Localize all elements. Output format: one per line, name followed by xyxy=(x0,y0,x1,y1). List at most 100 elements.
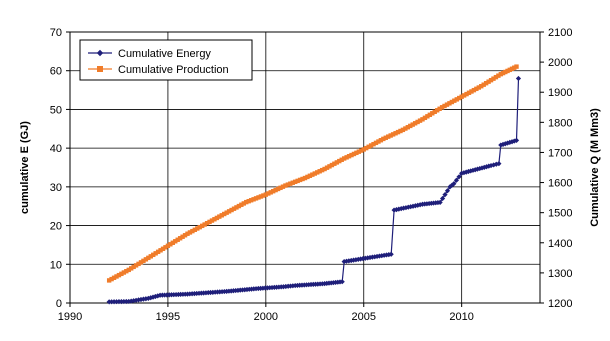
y-right-tick-label: 1500 xyxy=(548,208,572,220)
energy-point xyxy=(447,184,453,190)
production-point xyxy=(408,123,413,129)
legend-label-production: Cumulative Production xyxy=(118,64,229,76)
y-right-tick-label: 1900 xyxy=(548,87,572,99)
production-point xyxy=(307,173,313,178)
production-point xyxy=(310,172,315,177)
production-point xyxy=(319,167,325,173)
energy-point xyxy=(140,296,147,302)
production-point xyxy=(412,121,418,126)
production-point xyxy=(153,251,158,256)
production-point xyxy=(141,258,146,264)
production-point xyxy=(236,203,242,209)
production-point xyxy=(275,186,281,192)
production-point xyxy=(158,248,163,253)
production-point xyxy=(170,240,176,245)
production-point xyxy=(202,222,207,227)
production-point xyxy=(151,252,156,258)
energy-point xyxy=(353,257,359,263)
energy-point xyxy=(461,170,467,176)
production-point xyxy=(449,99,455,105)
y-left-tick-label: 50 xyxy=(50,104,62,116)
production-point xyxy=(376,139,381,144)
production-point xyxy=(270,189,276,194)
production-point xyxy=(217,214,222,219)
production-point xyxy=(393,131,398,136)
production-point xyxy=(447,101,452,106)
production-point xyxy=(182,233,188,238)
production-point xyxy=(354,150,359,156)
energy-point xyxy=(513,137,520,143)
production-point xyxy=(219,213,224,218)
energy-point xyxy=(391,207,397,213)
production-point xyxy=(512,65,517,70)
production-point xyxy=(442,103,447,109)
production-point xyxy=(437,106,442,111)
energy-point xyxy=(396,206,402,212)
production-point xyxy=(317,169,322,174)
y-right-tick-label: 1200 xyxy=(548,298,572,310)
production-point xyxy=(109,276,114,282)
x-tick-label: 2000 xyxy=(254,311,278,323)
legend-marker-production xyxy=(97,66,103,72)
production-point xyxy=(266,191,271,196)
y-axis-right-title: Cumulative Q (M Mm3) xyxy=(589,108,601,227)
production-point xyxy=(410,122,415,127)
production-point xyxy=(177,236,183,241)
production-point xyxy=(469,89,474,94)
production-point xyxy=(224,210,229,215)
production-point xyxy=(226,209,232,214)
production-point xyxy=(346,154,352,159)
production-point xyxy=(498,71,504,77)
energy-point xyxy=(133,297,139,303)
production-point xyxy=(280,184,286,189)
production-point xyxy=(486,79,491,84)
production-point xyxy=(366,144,371,149)
production-point xyxy=(121,270,127,275)
production-point xyxy=(263,192,269,197)
energy-point xyxy=(442,192,448,198)
production-point xyxy=(327,164,332,169)
production-point xyxy=(481,82,486,87)
production-point xyxy=(185,231,190,236)
production-point xyxy=(239,202,244,207)
production-point xyxy=(285,182,291,187)
energy-point xyxy=(350,257,357,263)
production-point xyxy=(241,201,247,206)
production-point xyxy=(444,102,450,107)
production-point xyxy=(341,156,347,161)
production-point xyxy=(334,160,340,165)
energy-point xyxy=(456,174,462,180)
production-point xyxy=(207,219,212,225)
tick-labels: 0 10 20 30 40 50 60 70 1200 1300 1400 1500 1600 1700 1… xyxy=(50,27,573,323)
production-point xyxy=(258,194,264,199)
energy-point xyxy=(152,293,158,300)
y-left-tick-label: 70 xyxy=(50,27,62,39)
production-point xyxy=(283,183,288,188)
energy-point xyxy=(362,255,368,261)
legend-box xyxy=(79,39,253,81)
production-point xyxy=(398,128,403,134)
production-point xyxy=(427,112,433,118)
energy-point xyxy=(388,251,394,257)
production-point xyxy=(119,271,124,277)
energy-point xyxy=(439,195,446,202)
production-point xyxy=(493,74,499,80)
production-point xyxy=(136,261,141,267)
y-left-tick-label: 10 xyxy=(50,259,62,271)
production-point xyxy=(234,205,239,210)
production-point xyxy=(297,177,303,183)
production-point xyxy=(452,98,457,103)
energy-point xyxy=(417,202,423,208)
y-left-tick-label: 30 xyxy=(50,182,62,194)
energy-point xyxy=(474,166,481,172)
production-point xyxy=(464,91,469,97)
energy-point xyxy=(128,298,134,304)
energy-point xyxy=(483,164,490,170)
production-point xyxy=(190,228,195,234)
production-point xyxy=(268,190,273,195)
energy-point xyxy=(444,188,451,194)
production-point xyxy=(261,193,266,198)
production-point xyxy=(114,274,119,279)
energy-point xyxy=(502,141,508,147)
